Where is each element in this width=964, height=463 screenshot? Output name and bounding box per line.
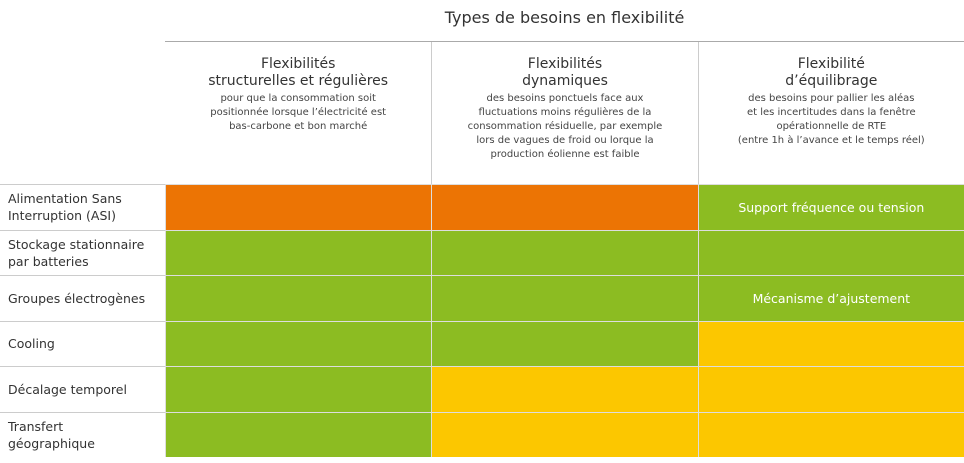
column-title: Flexibilités structurelles et régulières: [165, 56, 431, 90]
description-line: des besoins pour pallier les aléas: [748, 93, 915, 104]
description-line: fluctuations moins régulières de la: [478, 107, 652, 118]
title-line: Flexibilité: [797, 56, 865, 72]
row-label: Transfert géographique: [0, 411, 165, 458]
row-label: Cooling: [0, 320, 165, 367]
cell: [431, 411, 698, 457]
cell: Mécanisme d’ajustement: [697, 275, 964, 321]
cell: [165, 320, 432, 366]
description-line: opérationnelle de RTE: [776, 121, 887, 132]
description-line: consommation résiduelle, par exemple: [467, 121, 663, 132]
cell: [431, 184, 698, 230]
column-description: des besoins pour pallier les aléas et les…: [699, 92, 964, 148]
cell: Support fréquence ou tension: [697, 184, 964, 230]
description-line: positionnée lorsque l’électricité est: [210, 107, 387, 118]
cell: [697, 366, 964, 412]
label-line: Cooling: [8, 336, 55, 352]
row-label: Alimentation Sans Interruption (ASI): [0, 184, 165, 230]
cell: [165, 366, 432, 412]
title-line: Flexibilités: [260, 56, 336, 72]
description-line: lors de vagues de froid ou lorque la: [476, 135, 654, 146]
label-line: Transfert: [8, 418, 64, 434]
cell: [431, 229, 698, 275]
title-line: d’équilibrage: [785, 73, 878, 89]
description-line: bas-carbone et bon marché: [229, 121, 368, 132]
label-line: Alimentation Sans: [8, 191, 122, 207]
description-line: pour que la consommation soit: [220, 93, 376, 104]
description-line: des besoins ponctuels face aux: [486, 93, 644, 104]
label-line: Interruption (ASI): [8, 208, 116, 224]
row-label: Groupes électrogènes: [0, 275, 165, 321]
column-description: pour que la consommation soit positionnée…: [165, 92, 431, 134]
column-title: Flexibilité d’équilibrage: [699, 56, 964, 90]
title-line: Flexibilités: [527, 56, 603, 72]
cell: [697, 411, 964, 457]
cell: [165, 229, 432, 275]
label-line: Décalage temporel: [8, 381, 127, 397]
cell: [431, 320, 698, 366]
table-title: Types de besoins en flexibilité: [444, 8, 685, 27]
description-line: production éolienne est faible: [490, 149, 640, 160]
title-rule: [165, 41, 964, 42]
label-line: Groupes électrogènes: [8, 290, 146, 306]
label-line: par batteries: [8, 253, 89, 269]
column-header: Flexibilités structurelles et régulières p…: [165, 42, 431, 184]
cell: [431, 275, 698, 321]
column-header: Flexibilité d’équilibrage des besoins pour…: [697, 42, 964, 184]
row-label: Stockage stationnaire par batteries: [0, 229, 165, 276]
label-line: Stockage stationnaire: [8, 236, 145, 252]
cell: [431, 366, 698, 412]
cell: [165, 411, 432, 457]
description-line: et les incertitudes dans la fenêtre: [746, 107, 916, 118]
title-line: structurelles et régulières: [208, 73, 389, 89]
cell: [697, 320, 964, 366]
description-line: (entre 1h à l’avance et le temps réel): [737, 135, 925, 146]
cell: [165, 184, 432, 230]
column-title: Flexibilités dynamiques: [432, 56, 697, 90]
label-line: géographique: [8, 435, 95, 451]
cell: [165, 275, 432, 321]
title-line: dynamiques: [522, 73, 608, 89]
column-description: des besoins ponctuels face aux fluctuatio…: [432, 92, 697, 162]
cell: [697, 229, 964, 275]
column-header: Flexibilités dynamiques des besoins ponctu…: [431, 42, 697, 184]
cell-text: Mécanisme d’ajustement: [752, 290, 911, 306]
row-label: Décalage temporel: [0, 366, 165, 412]
cell-text: Support fréquence ou tension: [738, 199, 925, 215]
